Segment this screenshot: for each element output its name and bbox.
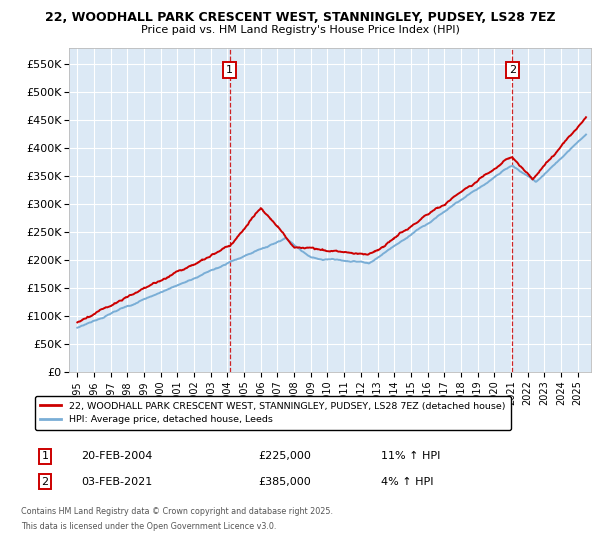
Text: 2: 2 bbox=[41, 477, 49, 487]
Text: 2: 2 bbox=[509, 65, 516, 75]
Text: This data is licensed under the Open Government Licence v3.0.: This data is licensed under the Open Gov… bbox=[21, 522, 277, 531]
Text: Contains HM Land Registry data © Crown copyright and database right 2025.: Contains HM Land Registry data © Crown c… bbox=[21, 507, 333, 516]
Text: 4% ↑ HPI: 4% ↑ HPI bbox=[381, 477, 433, 487]
Text: 22, WOODHALL PARK CRESCENT WEST, STANNINGLEY, PUDSEY, LS28 7EZ: 22, WOODHALL PARK CRESCENT WEST, STANNIN… bbox=[44, 11, 556, 24]
Text: 20-FEB-2004: 20-FEB-2004 bbox=[81, 451, 152, 461]
Text: Price paid vs. HM Land Registry's House Price Index (HPI): Price paid vs. HM Land Registry's House … bbox=[140, 25, 460, 35]
Legend: 22, WOODHALL PARK CRESCENT WEST, STANNINGLEY, PUDSEY, LS28 7EZ (detached house),: 22, WOODHALL PARK CRESCENT WEST, STANNIN… bbox=[35, 396, 511, 430]
Text: 1: 1 bbox=[41, 451, 49, 461]
Text: £385,000: £385,000 bbox=[258, 477, 311, 487]
Text: £225,000: £225,000 bbox=[258, 451, 311, 461]
Text: 11% ↑ HPI: 11% ↑ HPI bbox=[381, 451, 440, 461]
Text: 03-FEB-2021: 03-FEB-2021 bbox=[81, 477, 152, 487]
Text: 1: 1 bbox=[226, 65, 233, 75]
